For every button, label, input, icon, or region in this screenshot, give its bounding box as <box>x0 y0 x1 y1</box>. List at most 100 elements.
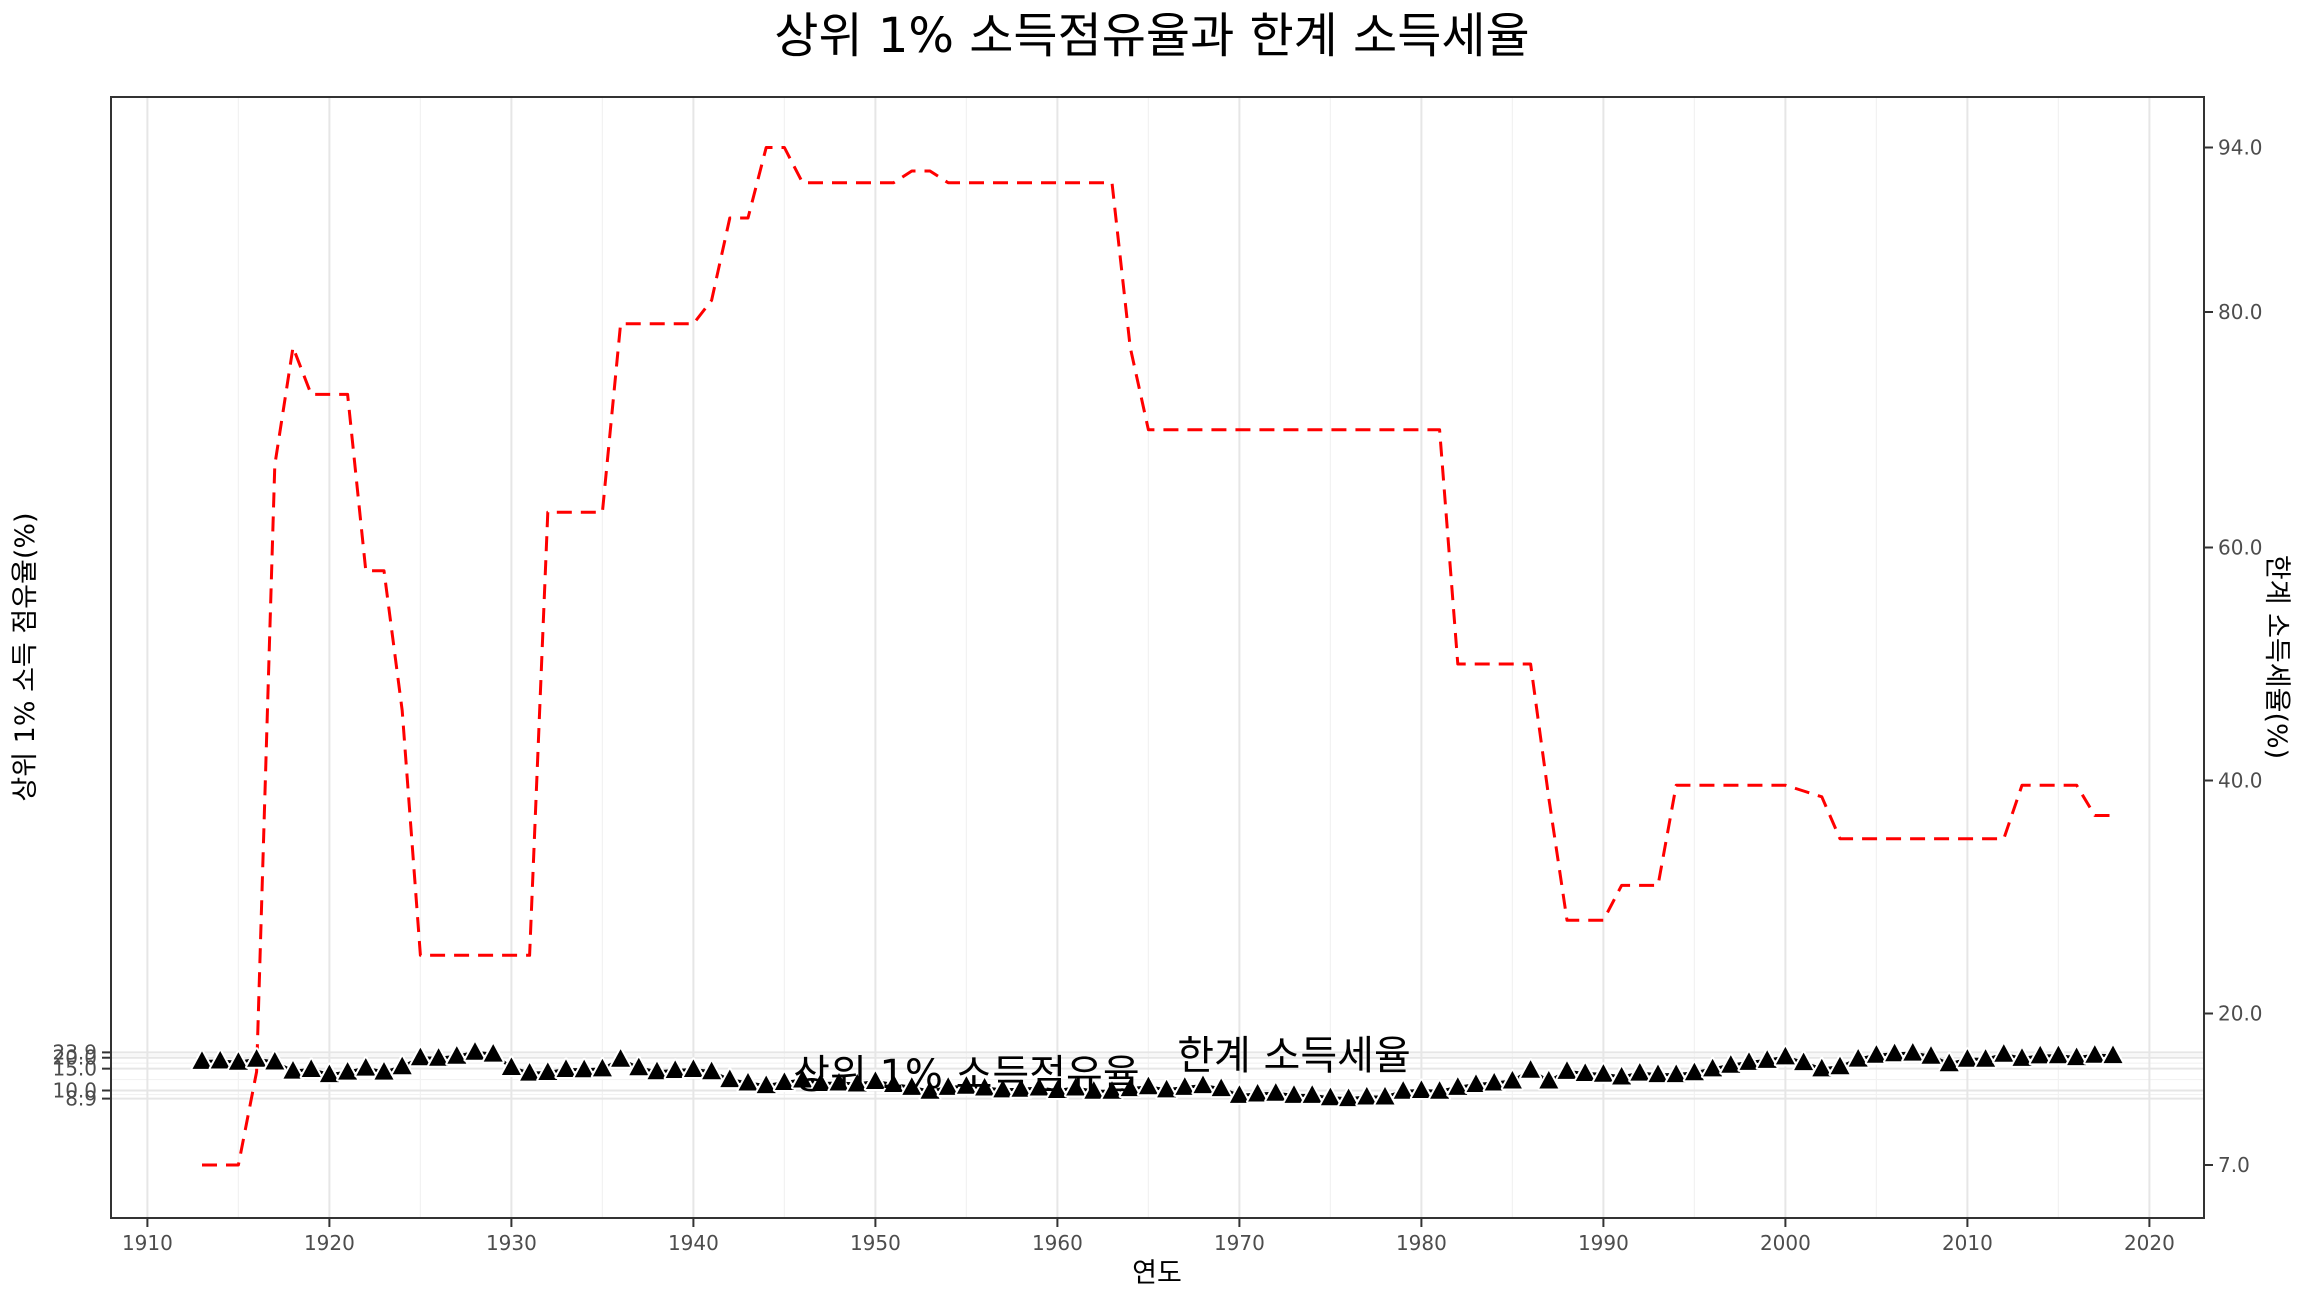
top1-share-point <box>1937 1051 1961 1074</box>
top1-share-point <box>463 1040 487 1062</box>
top1-share-point <box>1045 1078 1069 1100</box>
chart-title: 상위 1% 소득점유율과 한계 소득세율 <box>774 8 1529 64</box>
top1-share-point <box>1446 1075 1470 1097</box>
top1-share-point <box>408 1045 432 1068</box>
top1-share-point <box>445 1044 469 1066</box>
top1-share-point <box>1428 1079 1452 1101</box>
top1-share-point <box>1027 1076 1051 1098</box>
top1-share-point <box>991 1077 1015 1100</box>
top1-share-point <box>2046 1043 2070 1066</box>
top1-share-point <box>1573 1061 1597 1083</box>
x-tick-label: 1950 <box>850 1231 901 1255</box>
top1-share-point <box>1810 1056 1834 1079</box>
top1-share-point <box>499 1055 523 1077</box>
top1-share-point <box>1373 1085 1397 1107</box>
top1-share-point <box>1664 1062 1688 1085</box>
x-axis-title: 연도 <box>1132 1258 1182 1289</box>
y-axis-right-title: 한계 소득세율(%) <box>2261 555 2292 759</box>
top1-share-point <box>2083 1043 2107 1065</box>
top1-share-point <box>791 1068 815 1090</box>
top1-share-point <box>1519 1058 1543 1080</box>
top1-share-point <box>1118 1076 1142 1099</box>
top1-share-point <box>809 1071 833 1093</box>
top1-share-point <box>882 1072 906 1094</box>
top1-share-point <box>645 1059 669 1082</box>
top1-share-point <box>1264 1081 1288 1103</box>
top1-share-point <box>663 1058 687 1080</box>
top1-share-point <box>1864 1043 1888 1065</box>
top1-share-point <box>427 1046 451 1068</box>
top1-share-point <box>1191 1073 1215 1096</box>
top1-share-point <box>1846 1047 1870 1069</box>
top1-share-point <box>1300 1083 1324 1105</box>
y-right-tick-label: 40.0 <box>2218 769 2263 793</box>
y-left-tick-label: 20.0 <box>52 1046 97 1070</box>
top1-share-point <box>1701 1056 1725 1079</box>
annotation-label: 상위 1% 소득점유율 <box>793 1052 1140 1098</box>
top1-share-point <box>736 1071 760 1093</box>
y-right-tick-label: 7.0 <box>2218 1153 2250 1177</box>
x-tick-label: 2020 <box>2124 1231 2175 1255</box>
top1-share-point <box>1883 1041 1907 1064</box>
top1-share-point <box>700 1059 724 1082</box>
top1-share-point <box>1227 1083 1251 1105</box>
top1-share-point <box>1337 1086 1361 1109</box>
annotation-label: 한계 소득세율 <box>1177 1033 1411 1079</box>
top1-share-point <box>1355 1085 1379 1107</box>
x-tick-label: 2010 <box>1942 1231 1993 1255</box>
x-tick-label: 1940 <box>668 1231 719 1255</box>
top1-share-point <box>1082 1079 1106 1101</box>
top1-share-point <box>1482 1071 1506 1093</box>
top1-share-point <box>1100 1079 1124 1101</box>
top1-share-point <box>1537 1069 1561 1091</box>
top1-share-point <box>481 1042 505 1064</box>
y-right-tick-label: 94.0 <box>2218 136 2263 160</box>
plot-border <box>110 96 2205 1219</box>
top1-share-point <box>554 1057 578 1079</box>
top1-share-point <box>1974 1047 1998 1069</box>
top1-share-point <box>1391 1079 1415 1101</box>
top1-share-point <box>263 1050 287 1072</box>
top1-share-point <box>390 1054 414 1077</box>
top1-share-point <box>1773 1044 1797 1067</box>
top1-share-series <box>190 1040 2125 1109</box>
top1-share-point <box>2101 1043 2125 1066</box>
top1-share-point <box>281 1059 305 1081</box>
top1-share-point <box>1500 1069 1524 1091</box>
top1-share-point <box>1719 1053 1743 1075</box>
top1-share-point <box>1992 1042 2016 1064</box>
top1-share-point <box>1173 1075 1197 1097</box>
top1-share-point <box>2028 1043 2052 1066</box>
top1-share-point <box>2010 1046 2034 1068</box>
plot-background <box>111 97 2204 1218</box>
top1-share-point <box>317 1062 341 1085</box>
top1-share-point <box>299 1057 323 1079</box>
top1-share-point <box>190 1049 214 1071</box>
top1-share-point <box>1136 1074 1160 1097</box>
top1-share-point <box>1919 1044 1943 1066</box>
top1-share-point <box>1646 1062 1670 1085</box>
y-left-tick-label: 23.9 <box>52 1040 97 1064</box>
top1-share-point <box>1318 1085 1342 1108</box>
top1-share-point <box>536 1060 560 1082</box>
top1-share-point <box>1792 1050 1816 1073</box>
x-tick-label: 1990 <box>1578 1231 1629 1255</box>
top1-share-point <box>1155 1077 1179 1100</box>
top1-share-point <box>1628 1061 1652 1083</box>
y-axis-left-title: 상위 1% 소득 점유율(%) <box>10 512 41 801</box>
top1-share-point <box>1828 1054 1852 1077</box>
top1-share-point <box>1755 1048 1779 1070</box>
y-left-tick-label: 15.0 <box>52 1057 97 1081</box>
annotations: 한계 소득세율 상위 1% 소득점유율 <box>793 1033 1411 1098</box>
y-left-tick-label: 10.0 <box>52 1079 97 1103</box>
top1-share-point <box>900 1075 924 1097</box>
y-axis-left: 8.910.015.020.023.9 <box>52 1040 111 1111</box>
x-axis: 1910 1920 1930 1940 1950 1960 1970 1980 1990 2000… <box>122 1218 2175 1255</box>
top1-share-point <box>208 1049 232 1071</box>
top1-share-point <box>954 1074 978 1096</box>
y-right-tick-label: 80.0 <box>2218 300 2263 324</box>
top1-share-point <box>936 1075 960 1097</box>
top1-share-point <box>681 1057 705 1079</box>
top1-share-point <box>2065 1045 2089 1068</box>
